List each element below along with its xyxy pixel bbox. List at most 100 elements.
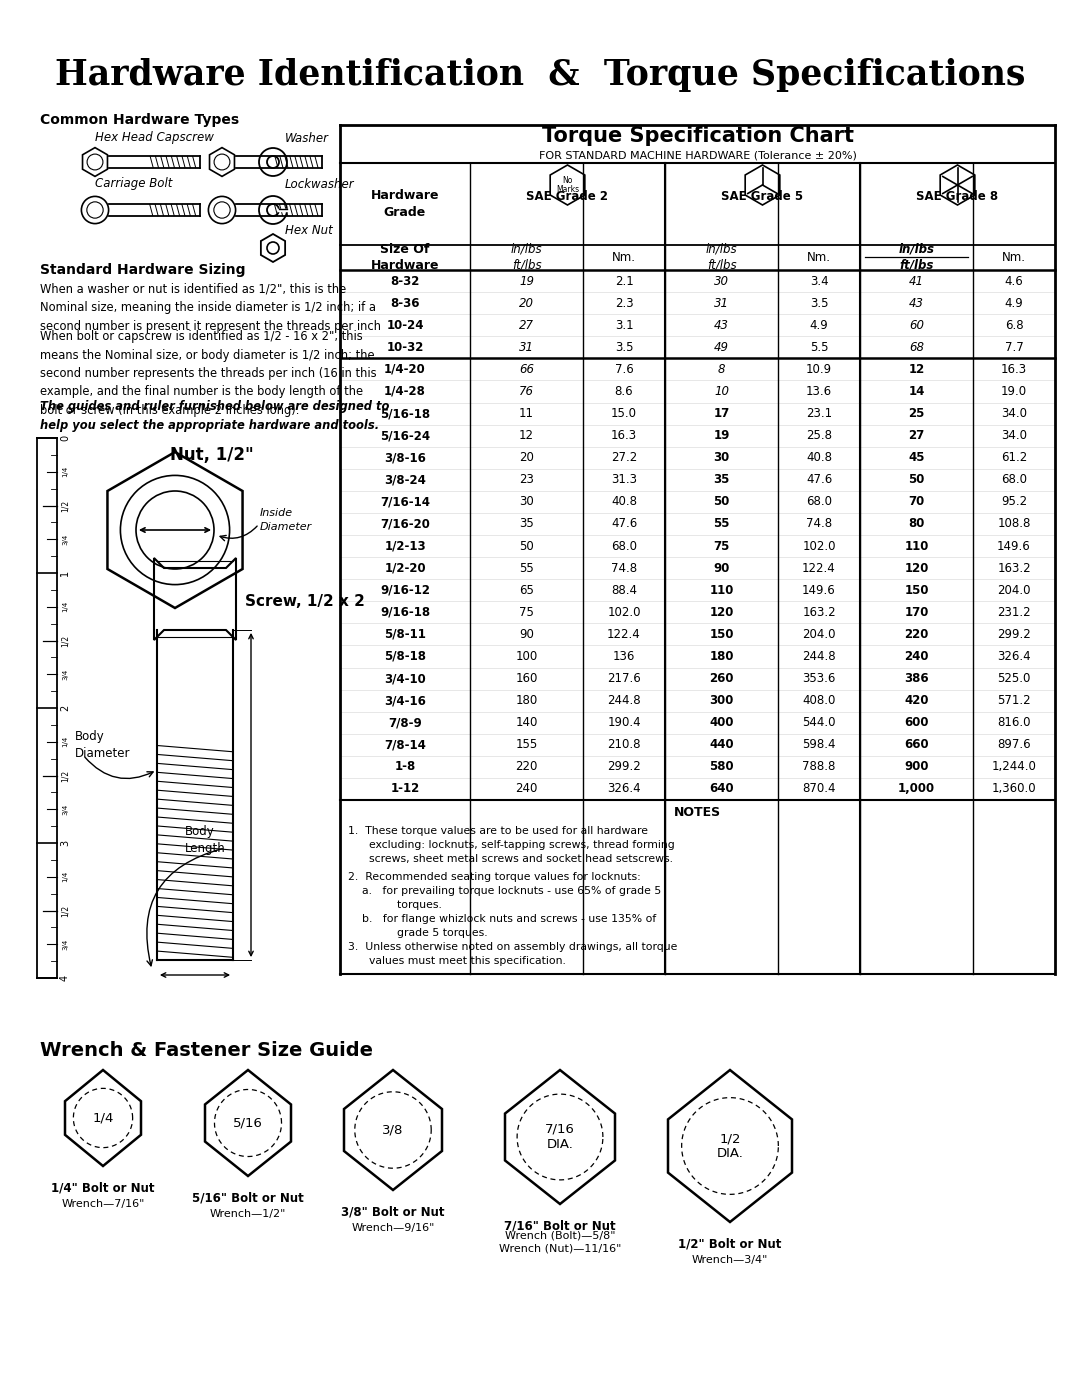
Text: 19.0: 19.0 — [1001, 386, 1027, 398]
Text: 100: 100 — [515, 650, 538, 664]
Text: 30: 30 — [714, 451, 730, 464]
Text: 25: 25 — [908, 407, 924, 420]
Text: 20: 20 — [519, 296, 534, 310]
Text: 204.0: 204.0 — [802, 627, 836, 641]
Text: 571.2: 571.2 — [997, 694, 1030, 707]
Text: 220: 220 — [515, 760, 538, 774]
Text: Hardware
Grade: Hardware Grade — [370, 189, 440, 219]
Text: 163.2: 163.2 — [997, 562, 1030, 574]
Text: 1/2: 1/2 — [60, 770, 69, 781]
Text: 640: 640 — [710, 782, 733, 795]
Text: 4.6: 4.6 — [1004, 275, 1024, 288]
Text: 3/8-16: 3/8-16 — [384, 451, 426, 464]
Text: 149.6: 149.6 — [997, 539, 1031, 553]
Text: 1: 1 — [60, 570, 70, 576]
Text: 210.8: 210.8 — [607, 738, 640, 752]
Text: 3.  Unless otherwise noted on assembly drawings, all torque
      values must me: 3. Unless otherwise noted on assembly dr… — [348, 942, 677, 965]
Text: 1,360.0: 1,360.0 — [991, 782, 1037, 795]
Text: 408.0: 408.0 — [802, 694, 836, 707]
Text: 20: 20 — [519, 451, 534, 464]
Text: 300: 300 — [710, 694, 733, 707]
Text: 299.2: 299.2 — [997, 627, 1031, 641]
Text: Size Of
Hardware: Size Of Hardware — [370, 243, 440, 272]
Text: 900: 900 — [904, 760, 929, 774]
Text: 25.8: 25.8 — [806, 429, 832, 441]
Text: 600: 600 — [904, 717, 929, 729]
Text: 1-12: 1-12 — [390, 782, 420, 795]
Text: Wrench—1/2": Wrench—1/2" — [210, 1208, 286, 1220]
Text: 30: 30 — [519, 496, 534, 509]
Text: 70: 70 — [908, 496, 924, 509]
Text: 3: 3 — [60, 840, 70, 847]
Text: 244.8: 244.8 — [607, 694, 640, 707]
Text: Wrench—7/16": Wrench—7/16" — [62, 1199, 145, 1208]
Text: Nm.: Nm. — [612, 251, 636, 264]
Text: 23.1: 23.1 — [806, 407, 832, 420]
Text: Carriage Bolt: Carriage Bolt — [95, 177, 173, 190]
Text: 40.8: 40.8 — [611, 496, 637, 509]
Text: 95.2: 95.2 — [1001, 496, 1027, 509]
Text: 525.0: 525.0 — [997, 672, 1030, 685]
Text: 816.0: 816.0 — [997, 717, 1030, 729]
Text: Standard Hardware Sizing: Standard Hardware Sizing — [40, 263, 245, 277]
Text: 3/8-24: 3/8-24 — [384, 474, 426, 486]
Text: 65: 65 — [519, 584, 534, 597]
Text: Hex Head Capscrew: Hex Head Capscrew — [95, 131, 214, 144]
Text: 50: 50 — [519, 539, 534, 553]
Text: 34.0: 34.0 — [1001, 407, 1027, 420]
Text: 2: 2 — [60, 705, 70, 711]
Text: 27.2: 27.2 — [611, 451, 637, 464]
Text: 7/16" Bolt or Nut: 7/16" Bolt or Nut — [504, 1220, 616, 1232]
Text: Wrench & Fastener Size Guide: Wrench & Fastener Size Guide — [40, 1041, 373, 1059]
Text: 120: 120 — [904, 562, 929, 574]
Text: 68: 68 — [909, 341, 924, 353]
Text: 61.2: 61.2 — [1001, 451, 1027, 464]
Text: 102.0: 102.0 — [802, 539, 836, 553]
Text: 3/4: 3/4 — [62, 534, 68, 545]
Text: Hex Nut: Hex Nut — [285, 224, 333, 236]
Text: 190.4: 190.4 — [607, 717, 640, 729]
Text: 19: 19 — [713, 429, 730, 441]
Text: 244.8: 244.8 — [802, 650, 836, 664]
Text: 155: 155 — [515, 738, 538, 752]
Text: 5/16: 5/16 — [233, 1116, 262, 1130]
Text: 35: 35 — [519, 517, 534, 531]
Text: 353.6: 353.6 — [802, 672, 836, 685]
Text: 41: 41 — [909, 275, 924, 288]
Text: 1/2: 1/2 — [60, 634, 69, 647]
Text: SAE Grade 8: SAE Grade 8 — [917, 190, 999, 204]
Text: 68.0: 68.0 — [806, 496, 832, 509]
Text: 35: 35 — [713, 474, 730, 486]
Text: FOR STANDARD MACHINE HARDWARE (Tolerance ± 20%): FOR STANDARD MACHINE HARDWARE (Tolerance… — [539, 151, 856, 161]
Text: 7/8-9: 7/8-9 — [388, 717, 422, 729]
Text: 16.3: 16.3 — [1001, 363, 1027, 376]
Text: 43: 43 — [909, 296, 924, 310]
Text: 5/8-11: 5/8-11 — [384, 627, 426, 641]
Text: 8: 8 — [718, 363, 726, 376]
Text: 240: 240 — [904, 650, 929, 664]
Text: 3.5: 3.5 — [810, 296, 828, 310]
Text: 110: 110 — [710, 584, 733, 597]
Text: 140: 140 — [515, 717, 538, 729]
Text: 1/2" Bolt or Nut: 1/2" Bolt or Nut — [678, 1238, 782, 1250]
Text: 136: 136 — [612, 650, 635, 664]
Text: The guides and ruler furnished below are designed to
help you select the appropr: The guides and ruler furnished below are… — [40, 400, 390, 432]
Text: in/lbs
ft/lbs: in/lbs ft/lbs — [511, 243, 542, 272]
Text: 3/4: 3/4 — [62, 939, 68, 950]
Text: Washer: Washer — [285, 131, 329, 144]
Text: 2.1: 2.1 — [615, 275, 633, 288]
Text: 9/16-18: 9/16-18 — [380, 606, 430, 619]
Text: NOTES: NOTES — [674, 806, 721, 819]
Text: 1/4: 1/4 — [62, 872, 68, 883]
Text: 66: 66 — [519, 363, 534, 376]
Text: 0: 0 — [60, 434, 70, 441]
Text: 74.8: 74.8 — [611, 562, 637, 574]
Text: Hardware Identification  &  Torque Specifications: Hardware Identification & Torque Specifi… — [55, 59, 1025, 92]
Text: 170: 170 — [904, 606, 929, 619]
Text: 34.0: 34.0 — [1001, 429, 1027, 441]
Text: 326.4: 326.4 — [607, 782, 640, 795]
Text: 31: 31 — [714, 296, 729, 310]
Text: 180: 180 — [515, 694, 538, 707]
Text: 180: 180 — [710, 650, 733, 664]
Text: Wrench (Bolt)—5/8"
Wrench (Nut)—11/16": Wrench (Bolt)—5/8" Wrench (Nut)—11/16" — [499, 1231, 621, 1253]
